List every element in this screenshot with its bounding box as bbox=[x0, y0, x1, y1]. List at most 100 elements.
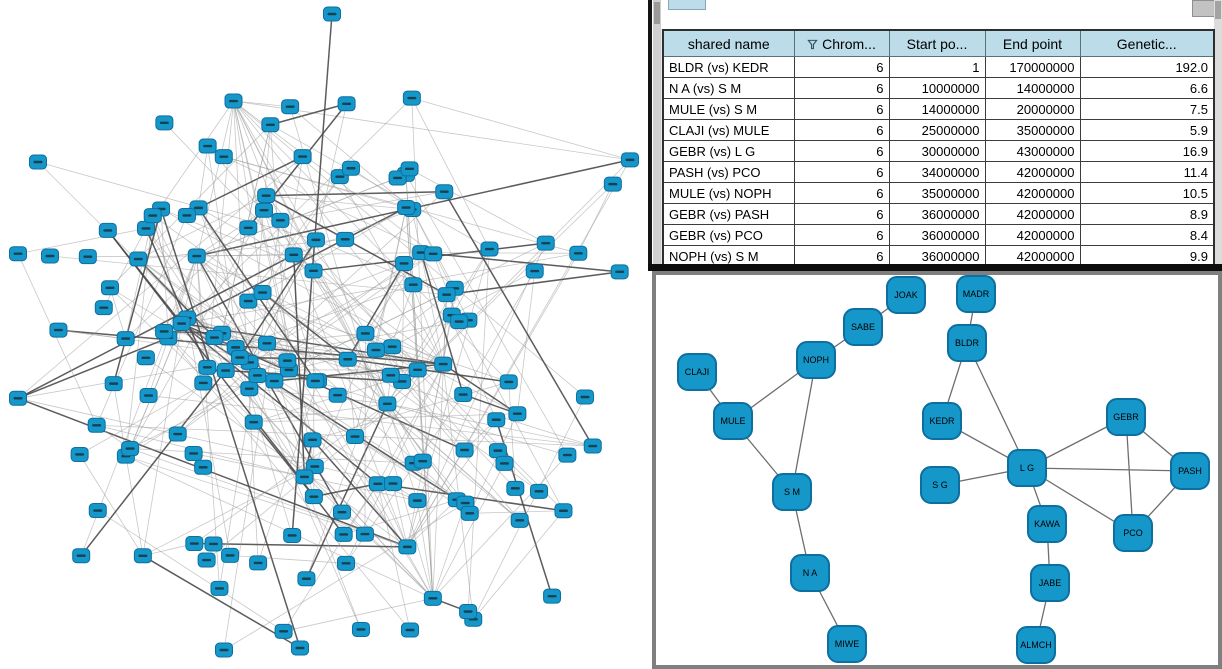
graph-edge[interactable] bbox=[177, 191, 445, 435]
table-cell[interactable]: 14000000 bbox=[984, 77, 1081, 99]
table-cell[interactable]: 6 bbox=[793, 182, 890, 204]
table-cell[interactable]: 1 bbox=[888, 56, 986, 78]
graph-edge[interactable] bbox=[392, 270, 535, 348]
graph-edge[interactable] bbox=[407, 419, 497, 548]
node-shape[interactable] bbox=[796, 341, 836, 379]
graph-edge[interactable] bbox=[420, 252, 497, 420]
graph-edge[interactable] bbox=[223, 156, 434, 255]
node-shape[interactable] bbox=[1016, 626, 1056, 664]
sub-network-node-PCO[interactable]: PCO bbox=[1113, 514, 1153, 552]
sub-network-node-SG[interactable]: S G bbox=[920, 466, 960, 504]
graph-edge[interactable] bbox=[406, 242, 547, 548]
column-header-1[interactable]: Chrom... bbox=[793, 29, 890, 57]
graph-edge[interactable] bbox=[405, 174, 568, 456]
table-cell[interactable]: 10.5 bbox=[1079, 182, 1215, 204]
table-cell[interactable]: 6 bbox=[793, 119, 890, 141]
node-shape[interactable] bbox=[713, 402, 753, 440]
graph-edge[interactable] bbox=[17, 337, 169, 400]
column-header-4[interactable]: Genetic... bbox=[1079, 29, 1215, 57]
table-cell[interactable]: BLDR (vs) KEDR bbox=[662, 56, 795, 78]
graph-edge[interactable] bbox=[109, 287, 127, 339]
graph-edge[interactable] bbox=[103, 228, 147, 308]
sub-network-node-PASH[interactable]: PASH bbox=[1170, 452, 1210, 490]
table-row[interactable]: BLDR (vs) KEDR 6 1 170000000 192.0 bbox=[662, 56, 1215, 78]
graph-edge[interactable] bbox=[469, 510, 564, 514]
sub-network-node-KAWA[interactable]: KAWA bbox=[1027, 505, 1067, 543]
graph-edge[interactable] bbox=[508, 381, 516, 489]
graph-edge[interactable] bbox=[280, 220, 424, 462]
column-header-3[interactable]: End point bbox=[984, 29, 1081, 57]
table-cell[interactable]: 8.4 bbox=[1079, 224, 1215, 246]
node-shape[interactable] bbox=[1007, 449, 1047, 487]
table-cell[interactable]: 7.5 bbox=[1079, 98, 1215, 120]
graph-edge[interactable] bbox=[312, 381, 509, 441]
graph-edge[interactable] bbox=[262, 292, 403, 382]
table-right-scrollbar[interactable] bbox=[1214, 0, 1222, 264]
graph-edge[interactable] bbox=[181, 100, 234, 324]
graph-edge[interactable] bbox=[17, 228, 147, 255]
graph-edge[interactable] bbox=[305, 403, 389, 580]
table-row[interactable]: GEBR (vs) PASH 6 36000000 42000000 8.9 bbox=[662, 203, 1215, 225]
node-shape[interactable] bbox=[920, 466, 960, 504]
graph-edge[interactable] bbox=[411, 209, 469, 321]
table-cell[interactable]: 6 bbox=[793, 224, 890, 246]
table-cell[interactable]: 35000000 bbox=[984, 119, 1081, 141]
graph-edge[interactable] bbox=[248, 124, 271, 389]
sub-network-edge-BLDR-LG[interactable] bbox=[966, 342, 1028, 469]
table-cell[interactable]: CLAJI (vs) MULE bbox=[662, 119, 795, 141]
graph-edge[interactable] bbox=[187, 317, 288, 362]
graph-edge[interactable] bbox=[432, 463, 505, 599]
graph-edge[interactable] bbox=[442, 364, 474, 620]
table-cell[interactable]: N A (vs) S M bbox=[662, 77, 795, 99]
graph-edge[interactable] bbox=[97, 510, 284, 632]
node-shape[interactable] bbox=[843, 308, 883, 346]
graph-edge[interactable] bbox=[233, 100, 291, 108]
table-cell[interactable]: 16.9 bbox=[1079, 140, 1215, 162]
graph-edge[interactable] bbox=[37, 161, 317, 241]
graph-edge[interactable] bbox=[401, 263, 405, 382]
graph-edge[interactable] bbox=[194, 542, 408, 548]
graph-edge[interactable] bbox=[467, 248, 490, 612]
graph-edge[interactable] bbox=[347, 358, 466, 504]
graph-edge[interactable] bbox=[387, 403, 520, 521]
table-cell[interactable]: 6 bbox=[793, 77, 890, 99]
graph-edge[interactable] bbox=[17, 397, 408, 548]
graph-edge[interactable] bbox=[313, 483, 378, 498]
table-cell[interactable]: 6 bbox=[793, 56, 890, 78]
graph-edge[interactable] bbox=[142, 323, 182, 556]
graph-edge[interactable] bbox=[257, 380, 319, 564]
table-cell[interactable]: GEBR (vs) PASH bbox=[662, 203, 795, 225]
graph-edge[interactable] bbox=[248, 300, 444, 365]
graph-edge[interactable] bbox=[289, 106, 413, 210]
sub-network-edge-NOPH-SM[interactable] bbox=[791, 359, 817, 493]
graph-edge[interactable] bbox=[160, 208, 444, 365]
graph-edge[interactable] bbox=[164, 122, 516, 489]
sub-network-edge-GEBR-PCO[interactable] bbox=[1125, 416, 1134, 534]
table-tab[interactable] bbox=[668, 0, 706, 10]
graph-edge[interactable] bbox=[313, 270, 388, 405]
graph-edge[interactable] bbox=[196, 255, 362, 630]
sub-network-node-NOPH[interactable]: NOPH bbox=[796, 341, 836, 379]
table-cell[interactable]: 14000000 bbox=[888, 98, 986, 120]
node-shape[interactable] bbox=[1027, 505, 1067, 543]
graph-edge[interactable] bbox=[262, 176, 341, 293]
table-cell[interactable]: GEBR (vs) PCO bbox=[662, 224, 795, 246]
graph-edge[interactable] bbox=[446, 294, 564, 511]
graph-edge[interactable] bbox=[516, 270, 536, 414]
graph-edge[interactable] bbox=[347, 359, 356, 437]
table-cell[interactable]: 30000000 bbox=[888, 140, 986, 162]
graph-edge[interactable] bbox=[129, 242, 546, 449]
graph-edge[interactable] bbox=[472, 396, 586, 620]
node-shape[interactable] bbox=[886, 276, 926, 314]
graph-edge[interactable] bbox=[421, 251, 620, 273]
graph-edge[interactable] bbox=[411, 97, 631, 161]
table-cell[interactable]: 42000000 bbox=[984, 182, 1081, 204]
graph-edge[interactable] bbox=[196, 177, 398, 257]
sub-network-node-MIWE[interactable]: MIWE bbox=[827, 625, 867, 663]
sub-network-node-GEBR[interactable]: GEBR bbox=[1106, 398, 1146, 436]
graph-edge[interactable] bbox=[377, 483, 411, 631]
sub-network-node-CLAJI[interactable]: CLAJI bbox=[677, 353, 717, 391]
column-header-0[interactable]: shared name bbox=[662, 29, 795, 57]
graph-edge[interactable] bbox=[160, 208, 301, 649]
graph-edge[interactable] bbox=[248, 207, 407, 302]
